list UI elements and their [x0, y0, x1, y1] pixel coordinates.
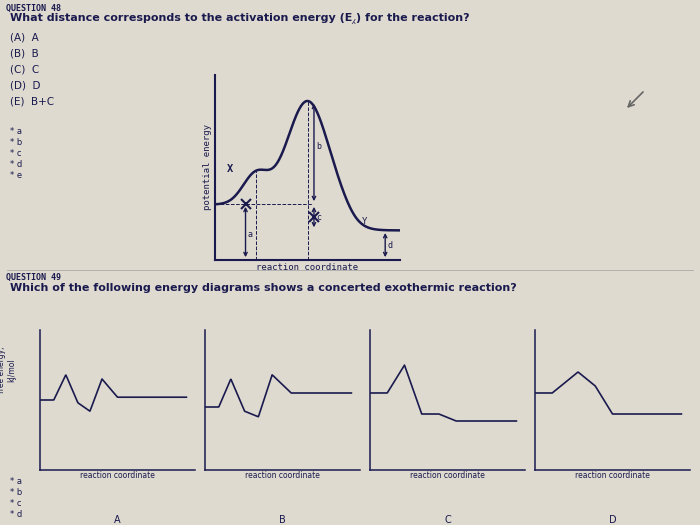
- Text: free energy,
kJ/mol: free energy, kJ/mol: [0, 346, 17, 393]
- Text: * c: * c: [10, 499, 22, 508]
- Text: QUESTION 48: QUESTION 48: [6, 4, 61, 13]
- Text: QUESTION 49: QUESTION 49: [6, 273, 61, 282]
- Text: a: a: [248, 230, 253, 239]
- Text: (E)  B+C: (E) B+C: [10, 96, 54, 106]
- Text: C: C: [444, 515, 451, 525]
- Text: (A)  A: (A) A: [10, 32, 38, 42]
- Text: b: b: [316, 142, 321, 151]
- Text: A: A: [114, 515, 121, 525]
- Text: d: d: [387, 240, 393, 249]
- Text: * d: * d: [10, 160, 22, 169]
- X-axis label: reaction coordinate: reaction coordinate: [245, 471, 320, 480]
- Text: * a: * a: [10, 127, 22, 136]
- X-axis label: reaction coordinate: reaction coordinate: [80, 471, 155, 480]
- Y-axis label: potential energy: potential energy: [203, 124, 212, 211]
- X-axis label: reaction coordinate: reaction coordinate: [575, 471, 650, 480]
- Text: What distance corresponds to the activation energy (E⁁) for the reaction?: What distance corresponds to the activat…: [10, 13, 470, 24]
- Text: D: D: [609, 515, 616, 525]
- Text: (C)  C: (C) C: [10, 64, 39, 74]
- Text: * d: * d: [10, 510, 22, 519]
- Text: * e: * e: [10, 171, 22, 180]
- Text: * a: * a: [10, 477, 22, 486]
- Text: X: X: [227, 164, 233, 174]
- X-axis label: reaction coordinate: reaction coordinate: [256, 263, 358, 272]
- Text: * c: * c: [10, 149, 22, 158]
- Text: Which of the following energy diagrams shows a concerted exothermic reaction?: Which of the following energy diagrams s…: [10, 283, 517, 293]
- Text: (D)  D: (D) D: [10, 80, 41, 90]
- Text: * b: * b: [10, 138, 22, 147]
- X-axis label: reaction coordinate: reaction coordinate: [410, 471, 485, 480]
- Text: * b: * b: [10, 488, 22, 497]
- Text: c: c: [316, 213, 321, 222]
- Text: B: B: [279, 515, 286, 525]
- Text: Y: Y: [362, 216, 368, 226]
- Text: (B)  B: (B) B: [10, 48, 38, 58]
